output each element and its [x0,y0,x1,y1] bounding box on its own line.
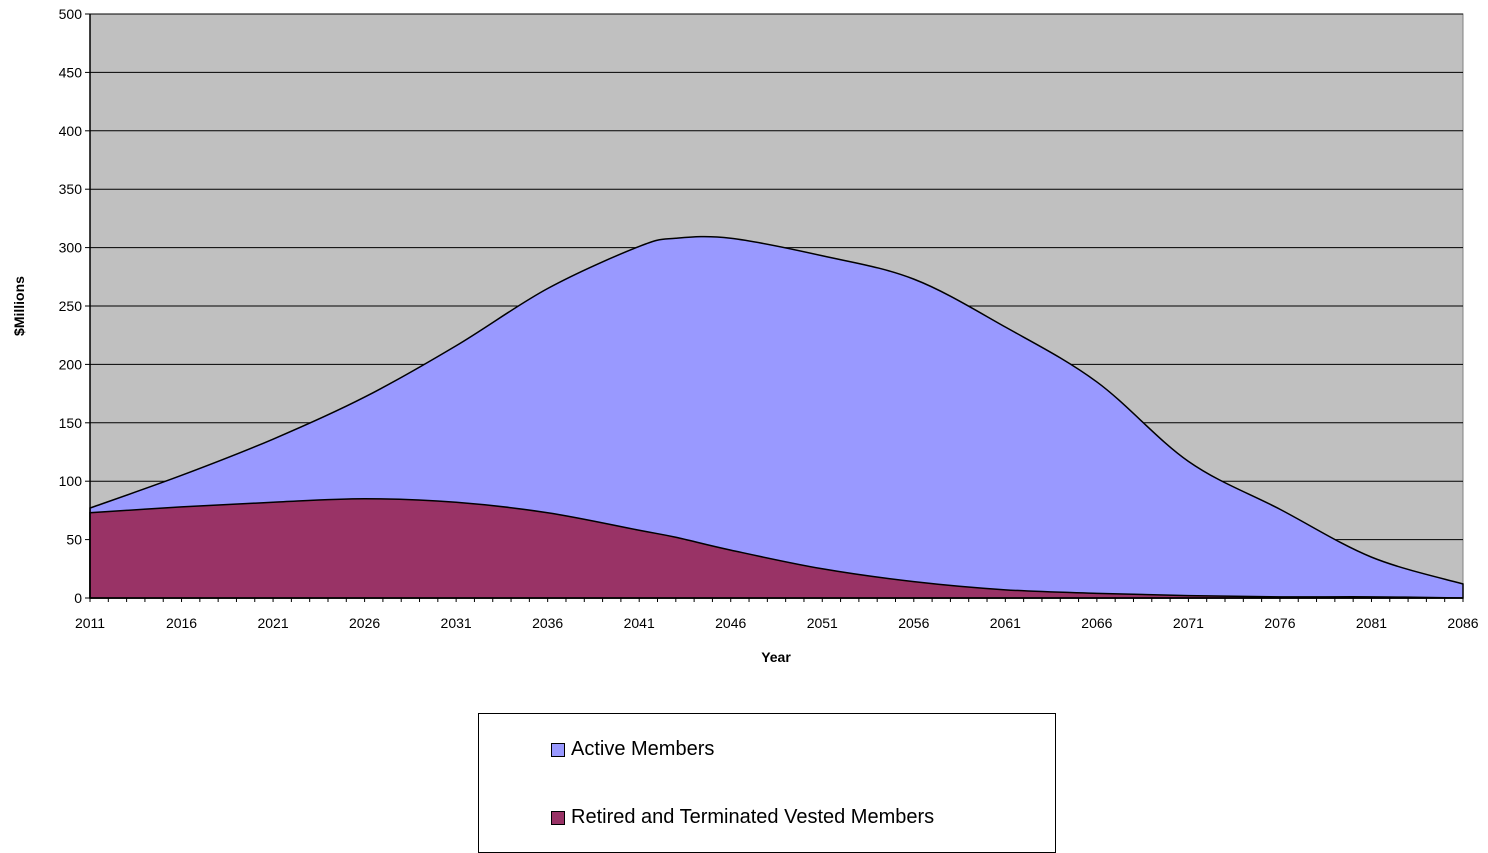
legend-item-retired: Retired and Terminated Vested Members [551,806,934,829]
legend-label-retired: Retired and Terminated Vested Members [571,806,935,828]
x-tick-label-2061: 2061 [990,615,1021,631]
y-tick-label-150: 150 [59,415,83,431]
x-tick-labels: 2011 2016 2021 2026 2031 2036 2041 2046 2051 2056… [75,615,1479,631]
x-tick-label-2056: 2056 [898,615,929,631]
y-tick-label-400: 400 [59,123,83,139]
y-tick-label-450: 450 [59,64,83,80]
y-axis-title: $Millions [11,276,27,336]
legend-swatch-retired [551,810,565,825]
legend-label-active: Active Members [571,738,715,760]
x-tick-label-2086: 2086 [1447,615,1478,631]
legend-item-active: Active Members [551,738,714,761]
axes [85,13,1464,602]
y-tick-label-100: 100 [59,473,83,489]
x-axis-title: Year [761,649,791,665]
x-tick-label-2026: 2026 [349,615,380,631]
x-tick-label-2081: 2081 [1356,615,1387,631]
legend-swatch-active [551,742,565,757]
area-retired-members [89,497,1464,599]
y-tick-label-200: 200 [59,356,83,372]
y-tick-label-500: 500 [59,6,83,22]
x-tick-label-2066: 2066 [1081,615,1112,631]
x-tick-label-2036: 2036 [532,615,563,631]
y-tick-labels: 0 50 100 150 200 250 300 350 400 450 500 [59,6,83,606]
x-tick-label-2021: 2021 [257,615,288,631]
y-tick-label-50: 50 [66,532,82,548]
x-tick-label-2011: 2011 [75,615,105,631]
x-tick-label-2071: 2071 [1173,615,1204,631]
y-tick-label-0: 0 [74,590,82,606]
x-tick-label-2051: 2051 [807,615,838,631]
y-tick-label-350: 350 [59,181,83,197]
x-tick-label-2076: 2076 [1264,615,1295,631]
legend: Active Members Retired and Terminated Ve… [478,713,1056,853]
x-tick-label-2016: 2016 [166,615,197,631]
x-tick-label-2031: 2031 [441,615,472,631]
x-tick-label-2046: 2046 [715,615,746,631]
y-tick-label-300: 300 [59,240,83,256]
y-tick-label-250: 250 [59,298,83,314]
x-tick-label-2041: 2041 [624,615,655,631]
